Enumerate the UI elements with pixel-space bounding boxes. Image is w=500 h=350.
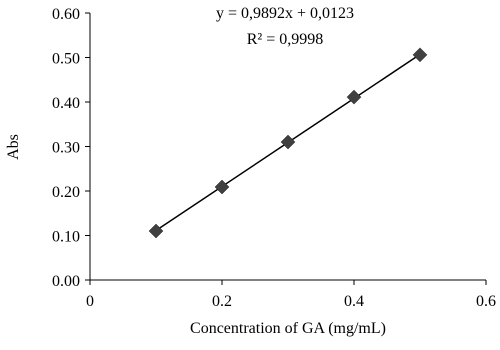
data-point: [280, 134, 296, 150]
x-tick-label: 0.6: [476, 293, 496, 310]
y-tick-label: 0.30: [52, 140, 80, 157]
r-squared: R² = 0,9998: [247, 31, 324, 48]
data-point: [148, 223, 164, 239]
x-tick-label: 0.4: [344, 293, 364, 310]
data-point: [214, 179, 230, 195]
y-tick-label: 0.60: [52, 6, 80, 23]
y-tick-label: 0.40: [52, 95, 80, 112]
x-tick-label: 0.2: [212, 293, 232, 310]
trendline-equation: y = 0,9892x + 0,0123: [216, 5, 354, 22]
y-tick-label: 0.20: [52, 184, 80, 201]
data-point: [346, 89, 362, 105]
x-axis-title: Concentration of GA (mg/mL): [190, 320, 386, 337]
x-tick-label: 0: [86, 293, 94, 310]
y-axis-title: Abs: [5, 134, 22, 160]
y-tick-label: 0.50: [52, 51, 80, 68]
data-point: [412, 47, 428, 63]
y-tick-label: 0.00: [52, 273, 80, 290]
y-tick-label: 0.10: [52, 229, 80, 246]
